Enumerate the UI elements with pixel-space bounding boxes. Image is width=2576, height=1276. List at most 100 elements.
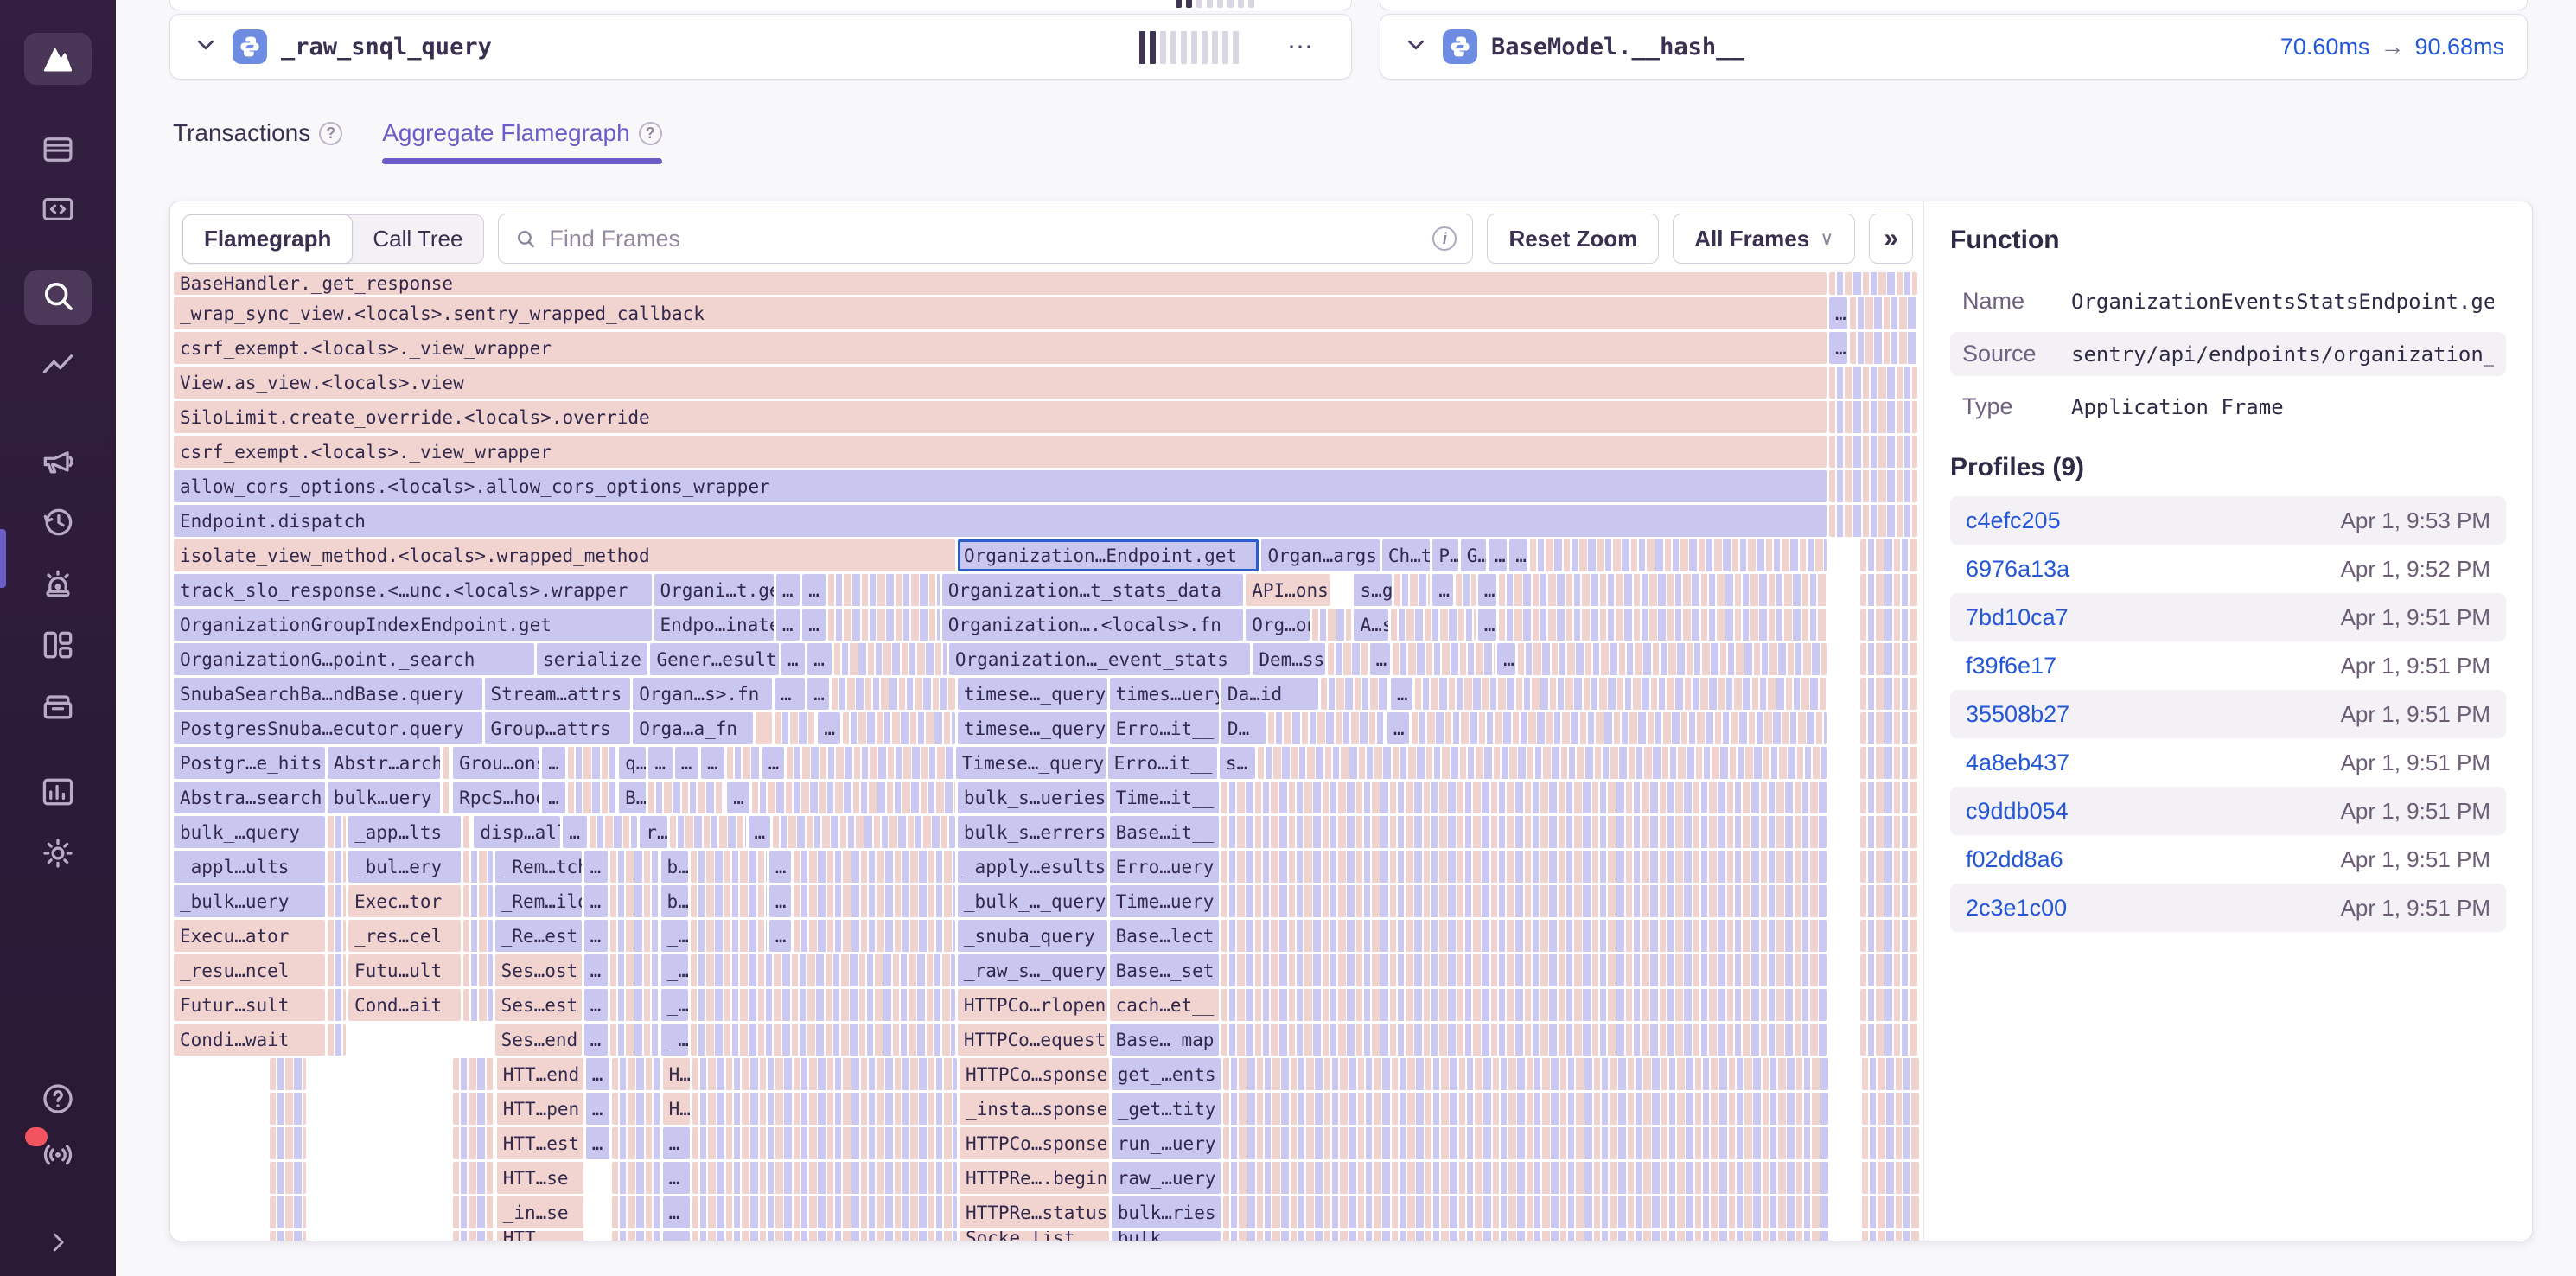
flame-frame[interactable]: View.as_view.<locals>.view xyxy=(174,367,1827,399)
flame-frame[interactable]: Erro…it__ xyxy=(1107,747,1217,779)
flame-frame[interactable]: b… xyxy=(660,851,688,883)
flame-stripes[interactable] xyxy=(612,1058,660,1090)
flame-stripes[interactable] xyxy=(1221,1024,1827,1056)
flame-stripes[interactable] xyxy=(612,1196,660,1228)
sidebar-item-stats[interactable] xyxy=(0,773,116,815)
flame-stripes[interactable] xyxy=(1860,1024,1917,1056)
flame-frame[interactable]: timese…_query xyxy=(957,712,1107,744)
flame-frame[interactable]: … xyxy=(662,1196,690,1228)
call-tree-toggle-button[interactable]: Call Tree xyxy=(373,225,463,252)
flame-stripes[interactable] xyxy=(690,989,955,1021)
flame-stripes[interactable] xyxy=(1530,539,1827,571)
flame-frame[interactable]: … xyxy=(674,747,698,779)
sidebar-item-home[interactable] xyxy=(0,0,116,85)
sidebar-item-explore[interactable] xyxy=(0,270,116,325)
span-card-raw-snql-query[interactable]: _raw_snql_query ⋯ xyxy=(169,14,1352,80)
flame-frame[interactable]: … xyxy=(727,782,749,813)
flame-stripes[interactable] xyxy=(609,954,659,986)
flame-frame[interactable]: Organization….<locals>.fn xyxy=(941,609,1244,641)
flame-stripes[interactable] xyxy=(1222,1058,1828,1090)
flame-frame[interactable]: bulk… xyxy=(1111,1231,1221,1241)
flame-frame[interactable]: … xyxy=(1387,712,1410,744)
flame-frame[interactable]: … xyxy=(700,747,725,779)
flame-frame[interactable]: H… xyxy=(662,1093,690,1125)
flame-frame[interactable]: bulk…ries xyxy=(1111,1196,1221,1228)
flame-frame[interactable]: Ses…est xyxy=(494,989,582,1021)
profile-link[interactable]: 35508b27 xyxy=(1966,700,2070,727)
flame-stripes[interactable] xyxy=(828,574,940,606)
flame-frame[interactable]: csrf_exempt.<locals>._view_wrapper xyxy=(174,436,1827,468)
flame-stripes[interactable] xyxy=(463,920,493,952)
flame-stripes[interactable] xyxy=(1828,401,1917,433)
flame-frame[interactable]: Endpo…inate xyxy=(654,609,774,641)
collapse-panel-button[interactable]: » xyxy=(1869,214,1913,264)
flame-frame[interactable]: SnubaSearchBa…ndBase.query xyxy=(174,678,482,710)
flame-frame[interactable]: HTT… xyxy=(496,1231,583,1241)
flame-frame[interactable]: Organi…t.get xyxy=(654,574,774,606)
flame-frame[interactable]: _bulk…uery xyxy=(174,885,325,917)
flame-frame[interactable]: Condi…wait xyxy=(174,1024,325,1056)
flame-stripes[interactable] xyxy=(833,643,947,675)
flame-frame[interactable]: Ch…t xyxy=(1381,539,1431,571)
flame-frame[interactable]: s… xyxy=(1219,747,1256,779)
flame-stripes[interactable] xyxy=(568,782,617,813)
flame-stripes[interactable] xyxy=(1860,678,1917,710)
flame-frame[interactable]: … xyxy=(768,851,792,883)
flame-stripes[interactable] xyxy=(1221,885,1827,917)
frames-filter-dropdown[interactable]: All Frames ∨ xyxy=(1673,214,1856,264)
profile-link[interactable]: 6976a13a xyxy=(1966,555,2070,582)
flame-frame[interactable]: HTTPCo…sponse xyxy=(959,1127,1109,1159)
flame-frame[interactable]: … xyxy=(662,1162,690,1194)
flame-frame[interactable]: … xyxy=(1432,574,1453,606)
flame-stripes[interactable] xyxy=(1499,609,1827,641)
flame-frame[interactable]: Organization…_event_stats xyxy=(948,643,1251,675)
flame-stripes[interactable] xyxy=(1221,954,1827,986)
flame-frame[interactable]: _bulk_…_query xyxy=(957,885,1107,917)
flame-stripes[interactable] xyxy=(1499,574,1827,606)
flame-frame[interactable]: Erro…it__ xyxy=(1109,712,1219,744)
sidebar-item-help[interactable] xyxy=(0,1080,116,1122)
flame-stripes[interactable] xyxy=(1860,747,1917,779)
flame-stripes[interactable] xyxy=(828,609,940,641)
tab-aggregate-flamegraph[interactable]: Aggregate Flamegraph ? xyxy=(382,119,663,164)
flame-frame[interactable]: _insta…sponse xyxy=(959,1093,1109,1125)
flame-frame[interactable]: timese…_query xyxy=(957,678,1107,710)
flame-stripes[interactable] xyxy=(1221,782,1827,813)
flame-frame[interactable]: q… xyxy=(619,747,647,779)
flamegraph[interactable]: BaseHandler._get_response _wrap_sync_view… xyxy=(170,272,1923,1241)
flame-frame[interactable]: … xyxy=(583,920,608,952)
flame-stripes[interactable] xyxy=(609,1024,659,1056)
flame-frame[interactable]: _raw_s…_query xyxy=(957,954,1107,986)
flame-stripes[interactable] xyxy=(443,782,451,813)
flame-stripes[interactable] xyxy=(612,1162,660,1194)
flame-frame[interactable]: Organization…t_stats_data xyxy=(941,574,1244,606)
flame-frame[interactable]: … xyxy=(563,816,587,848)
chevron-down-icon[interactable] xyxy=(1403,32,1429,62)
flame-frame[interactable]: Grou…ons xyxy=(453,747,540,779)
flame-frame[interactable]: … xyxy=(768,885,792,917)
flame-stripes[interactable] xyxy=(609,885,659,917)
flame-stripes[interactable] xyxy=(568,747,617,779)
flame-stripes[interactable] xyxy=(463,989,493,1021)
flame-stripes[interactable] xyxy=(690,920,767,952)
flame-stripes[interactable] xyxy=(1862,1127,1919,1159)
flame-frame[interactable]: HTT…est xyxy=(496,1127,583,1159)
flame-stripes[interactable] xyxy=(1860,954,1917,986)
flame-frame[interactable]: bulk…uery xyxy=(327,782,441,813)
flame-frame[interactable]: Dem…ss xyxy=(1253,643,1326,675)
flame-stripes[interactable] xyxy=(786,747,953,779)
flame-frame[interactable]: _snuba_query xyxy=(957,920,1107,952)
flame-stripes[interactable] xyxy=(1415,678,1827,710)
flame-frame[interactable]: … xyxy=(775,609,800,641)
flame-frame[interactable]: P… xyxy=(1432,539,1458,571)
flame-stripes[interactable] xyxy=(1850,332,1917,364)
flame-stripes[interactable] xyxy=(1860,609,1917,641)
flame-stripes[interactable] xyxy=(612,1093,660,1125)
flame-stripes[interactable] xyxy=(1862,1231,1919,1241)
flame-frame[interactable]: … xyxy=(1390,678,1413,710)
flame-stripes[interactable] xyxy=(327,851,346,883)
flame-frame[interactable]: … xyxy=(802,574,826,606)
flame-frame[interactable]: Erro…uery xyxy=(1109,851,1219,883)
flame-frame[interactable]: _get…tity xyxy=(1111,1093,1221,1125)
flame-stripes[interactable] xyxy=(463,816,472,848)
